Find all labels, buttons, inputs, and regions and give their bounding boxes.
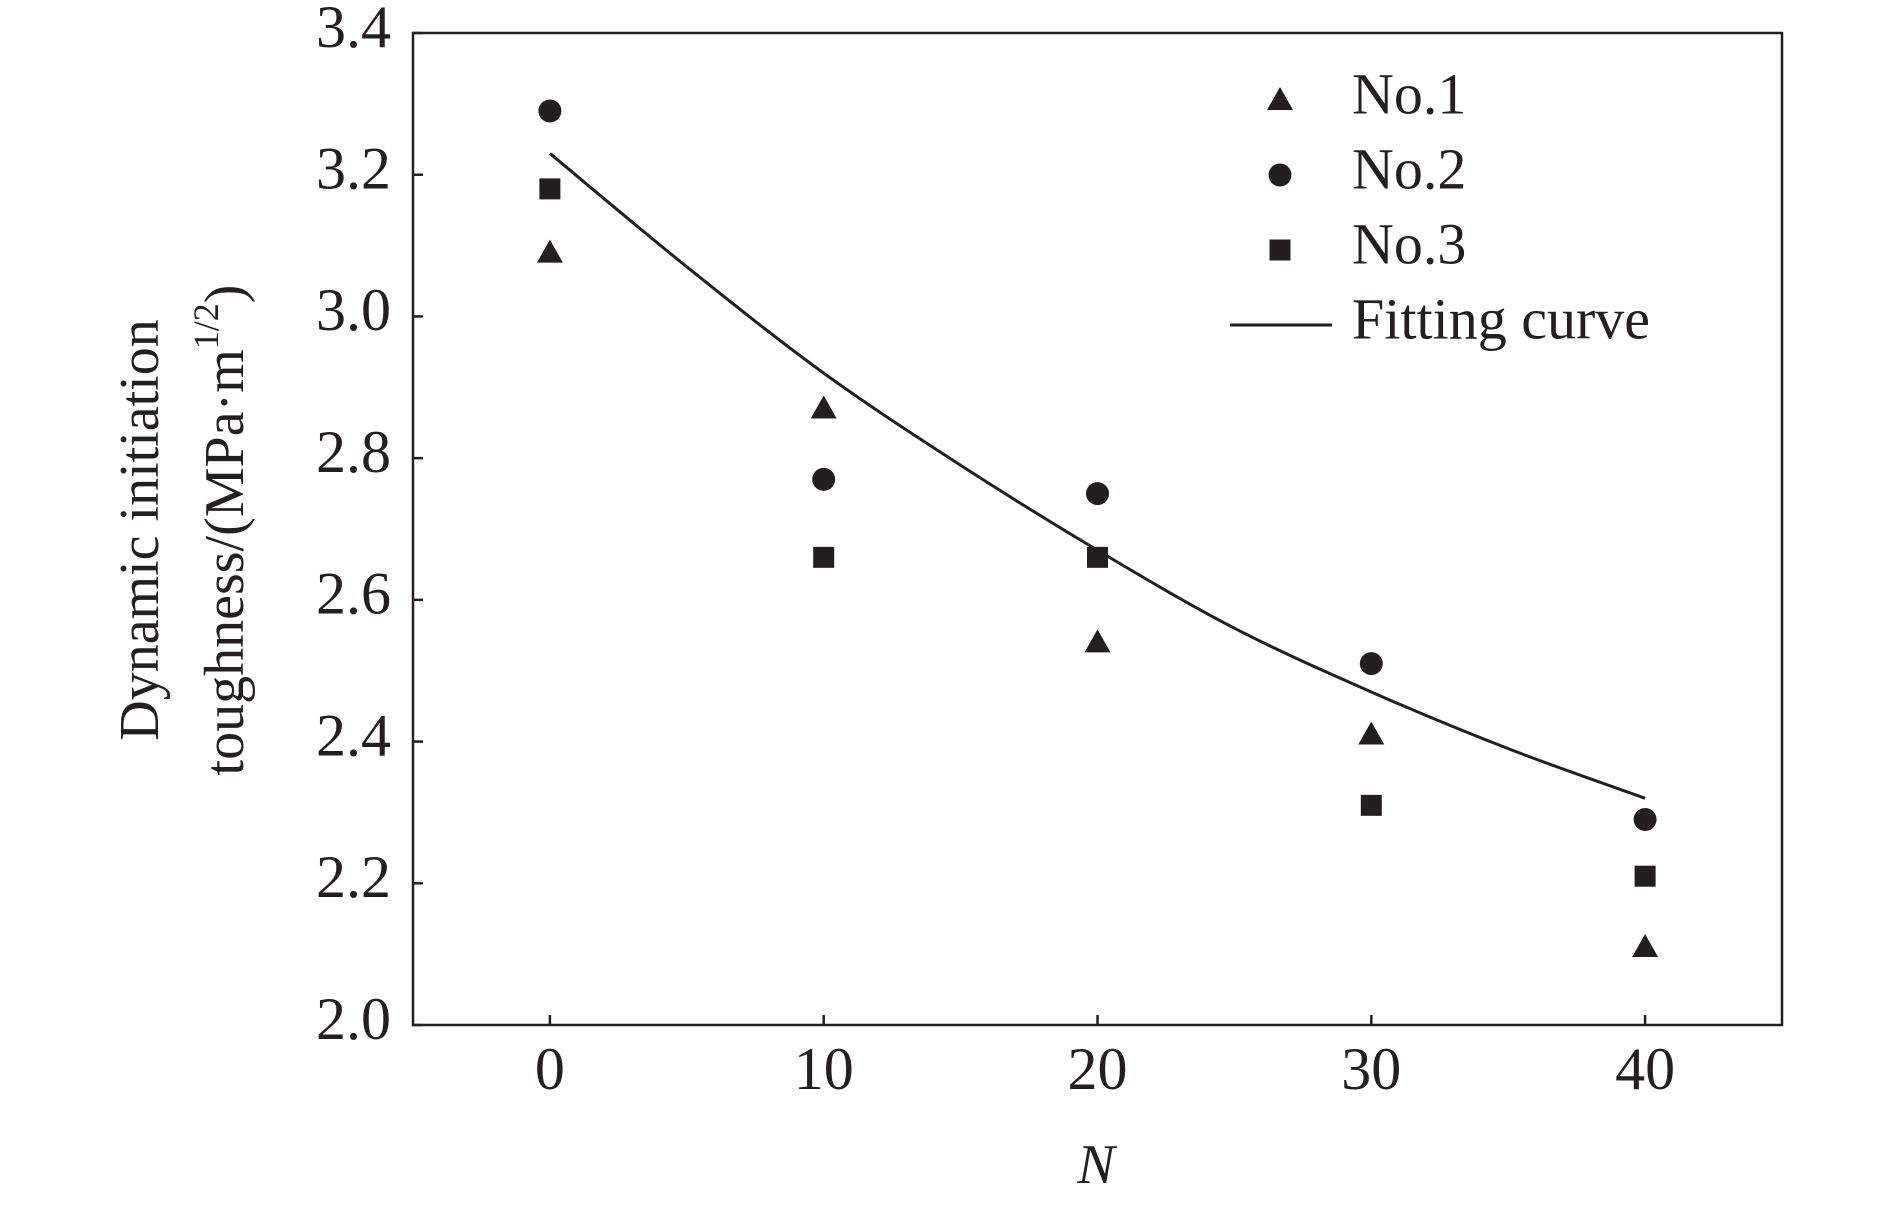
x-tick-label: 40 — [1615, 1036, 1675, 1102]
square-marker — [1269, 239, 1291, 261]
x-axis-title: N — [1076, 1134, 1117, 1196]
triangle-marker — [1632, 934, 1659, 958]
plot-frame — [411, 31, 1784, 1027]
y-axis-title: Dynamic initiation — [109, 319, 171, 740]
y-tick-label: 2.6 — [316, 561, 391, 627]
triangle-marker — [1084, 629, 1111, 653]
y-tick-label: 2.4 — [316, 702, 391, 768]
triangle-marker — [1358, 721, 1385, 745]
legend-label: No.1 — [1352, 61, 1466, 126]
x-tick-label: 30 — [1341, 1036, 1401, 1102]
legend-label: No.3 — [1352, 211, 1466, 276]
x-tick-label: 10 — [794, 1036, 854, 1102]
square-marker — [813, 546, 835, 568]
square-marker — [1360, 794, 1382, 816]
y-axis-title-part: ) — [194, 285, 256, 304]
circle-marker — [1633, 808, 1657, 832]
y-axis-title-part: toughness/(MPa·m — [194, 349, 256, 775]
y-tick-label: 2.2 — [316, 844, 391, 910]
legend-label: Fitting curve — [1352, 286, 1650, 351]
circle-marker — [812, 467, 836, 491]
circle-marker — [1359, 652, 1383, 676]
x-tick-label: 20 — [1068, 1036, 1128, 1102]
legend-label: No.2 — [1352, 136, 1466, 201]
square-marker — [539, 178, 561, 200]
y-tick-label: 3.2 — [316, 135, 391, 201]
triangle-marker — [810, 395, 837, 419]
triangle-marker — [1267, 87, 1293, 110]
circle-marker — [1086, 482, 1109, 506]
triangle-marker — [536, 239, 563, 263]
x-tick-label: 0 — [535, 1036, 565, 1102]
y-axis-title-exponent: 1/2 — [186, 303, 226, 349]
circle-marker — [1268, 163, 1292, 187]
square-marker — [1634, 865, 1656, 887]
y-axis-title: toughness/(MPa·m1/2) — [186, 285, 256, 776]
y-tick-label: 3.0 — [316, 277, 391, 343]
y-tick-label: 2.8 — [316, 419, 391, 485]
fitting-curve — [548, 152, 1646, 800]
y-tick-label: 3.4 — [316, 0, 391, 60]
y-tick-label: 2.0 — [316, 986, 391, 1052]
circle-marker — [538, 99, 562, 123]
